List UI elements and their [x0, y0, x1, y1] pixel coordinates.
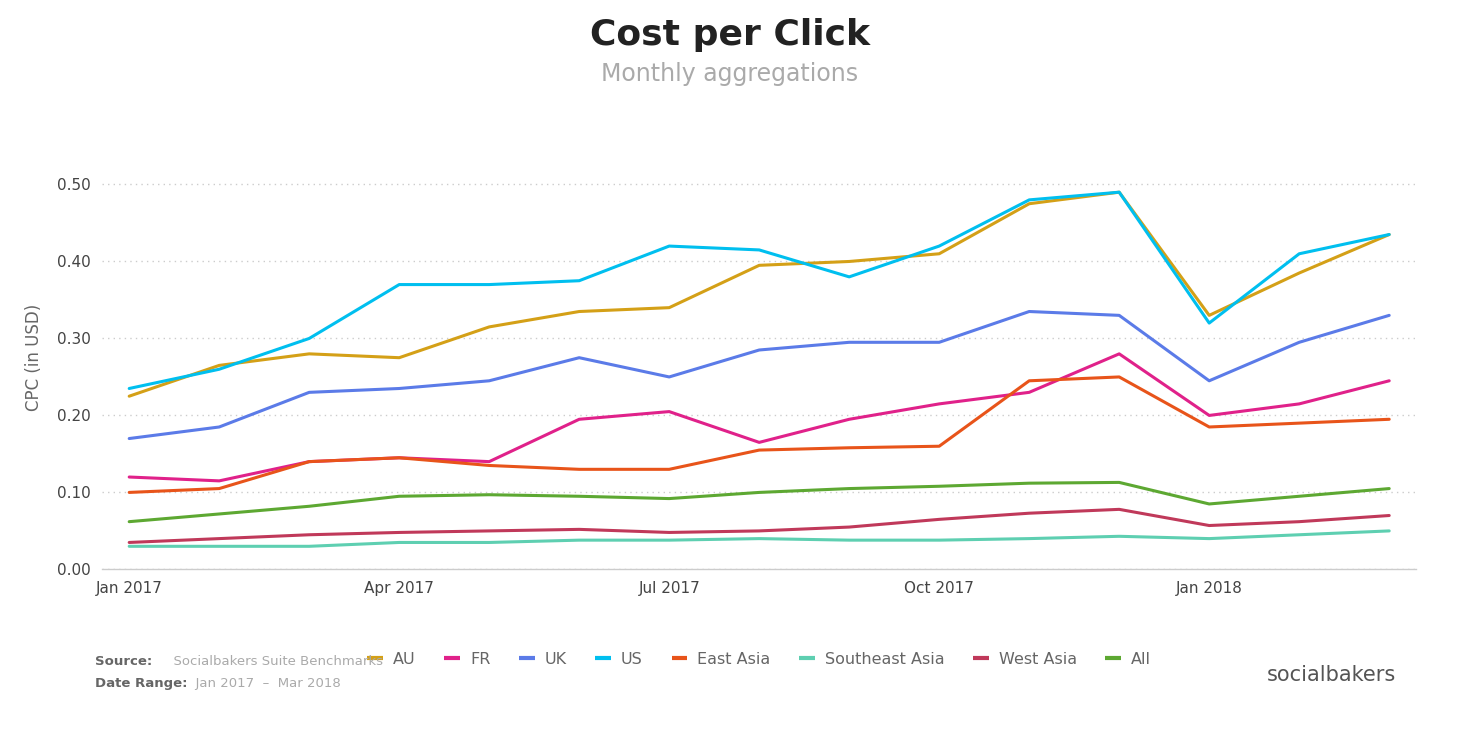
Text: Socialbakers Suite Benchmarks: Socialbakers Suite Benchmarks [165, 655, 383, 668]
Text: Jan 2017  –  Mar 2018: Jan 2017 – Mar 2018 [187, 677, 340, 690]
Text: Cost per Click: Cost per Click [590, 18, 870, 53]
Text: socialbakers: socialbakers [1267, 665, 1397, 685]
Legend: AU, FR, UK, US, East Asia, Southeast Asia, West Asia, All: AU, FR, UK, US, East Asia, Southeast Asi… [361, 645, 1158, 673]
Text: Monthly aggregations: Monthly aggregations [602, 62, 858, 86]
Circle shape [1223, 650, 1256, 685]
Text: Source:: Source: [95, 655, 152, 668]
FancyArrow shape [1229, 685, 1237, 691]
Y-axis label: CPC (in USD): CPC (in USD) [25, 304, 44, 411]
Text: Date Range:: Date Range: [95, 677, 187, 690]
